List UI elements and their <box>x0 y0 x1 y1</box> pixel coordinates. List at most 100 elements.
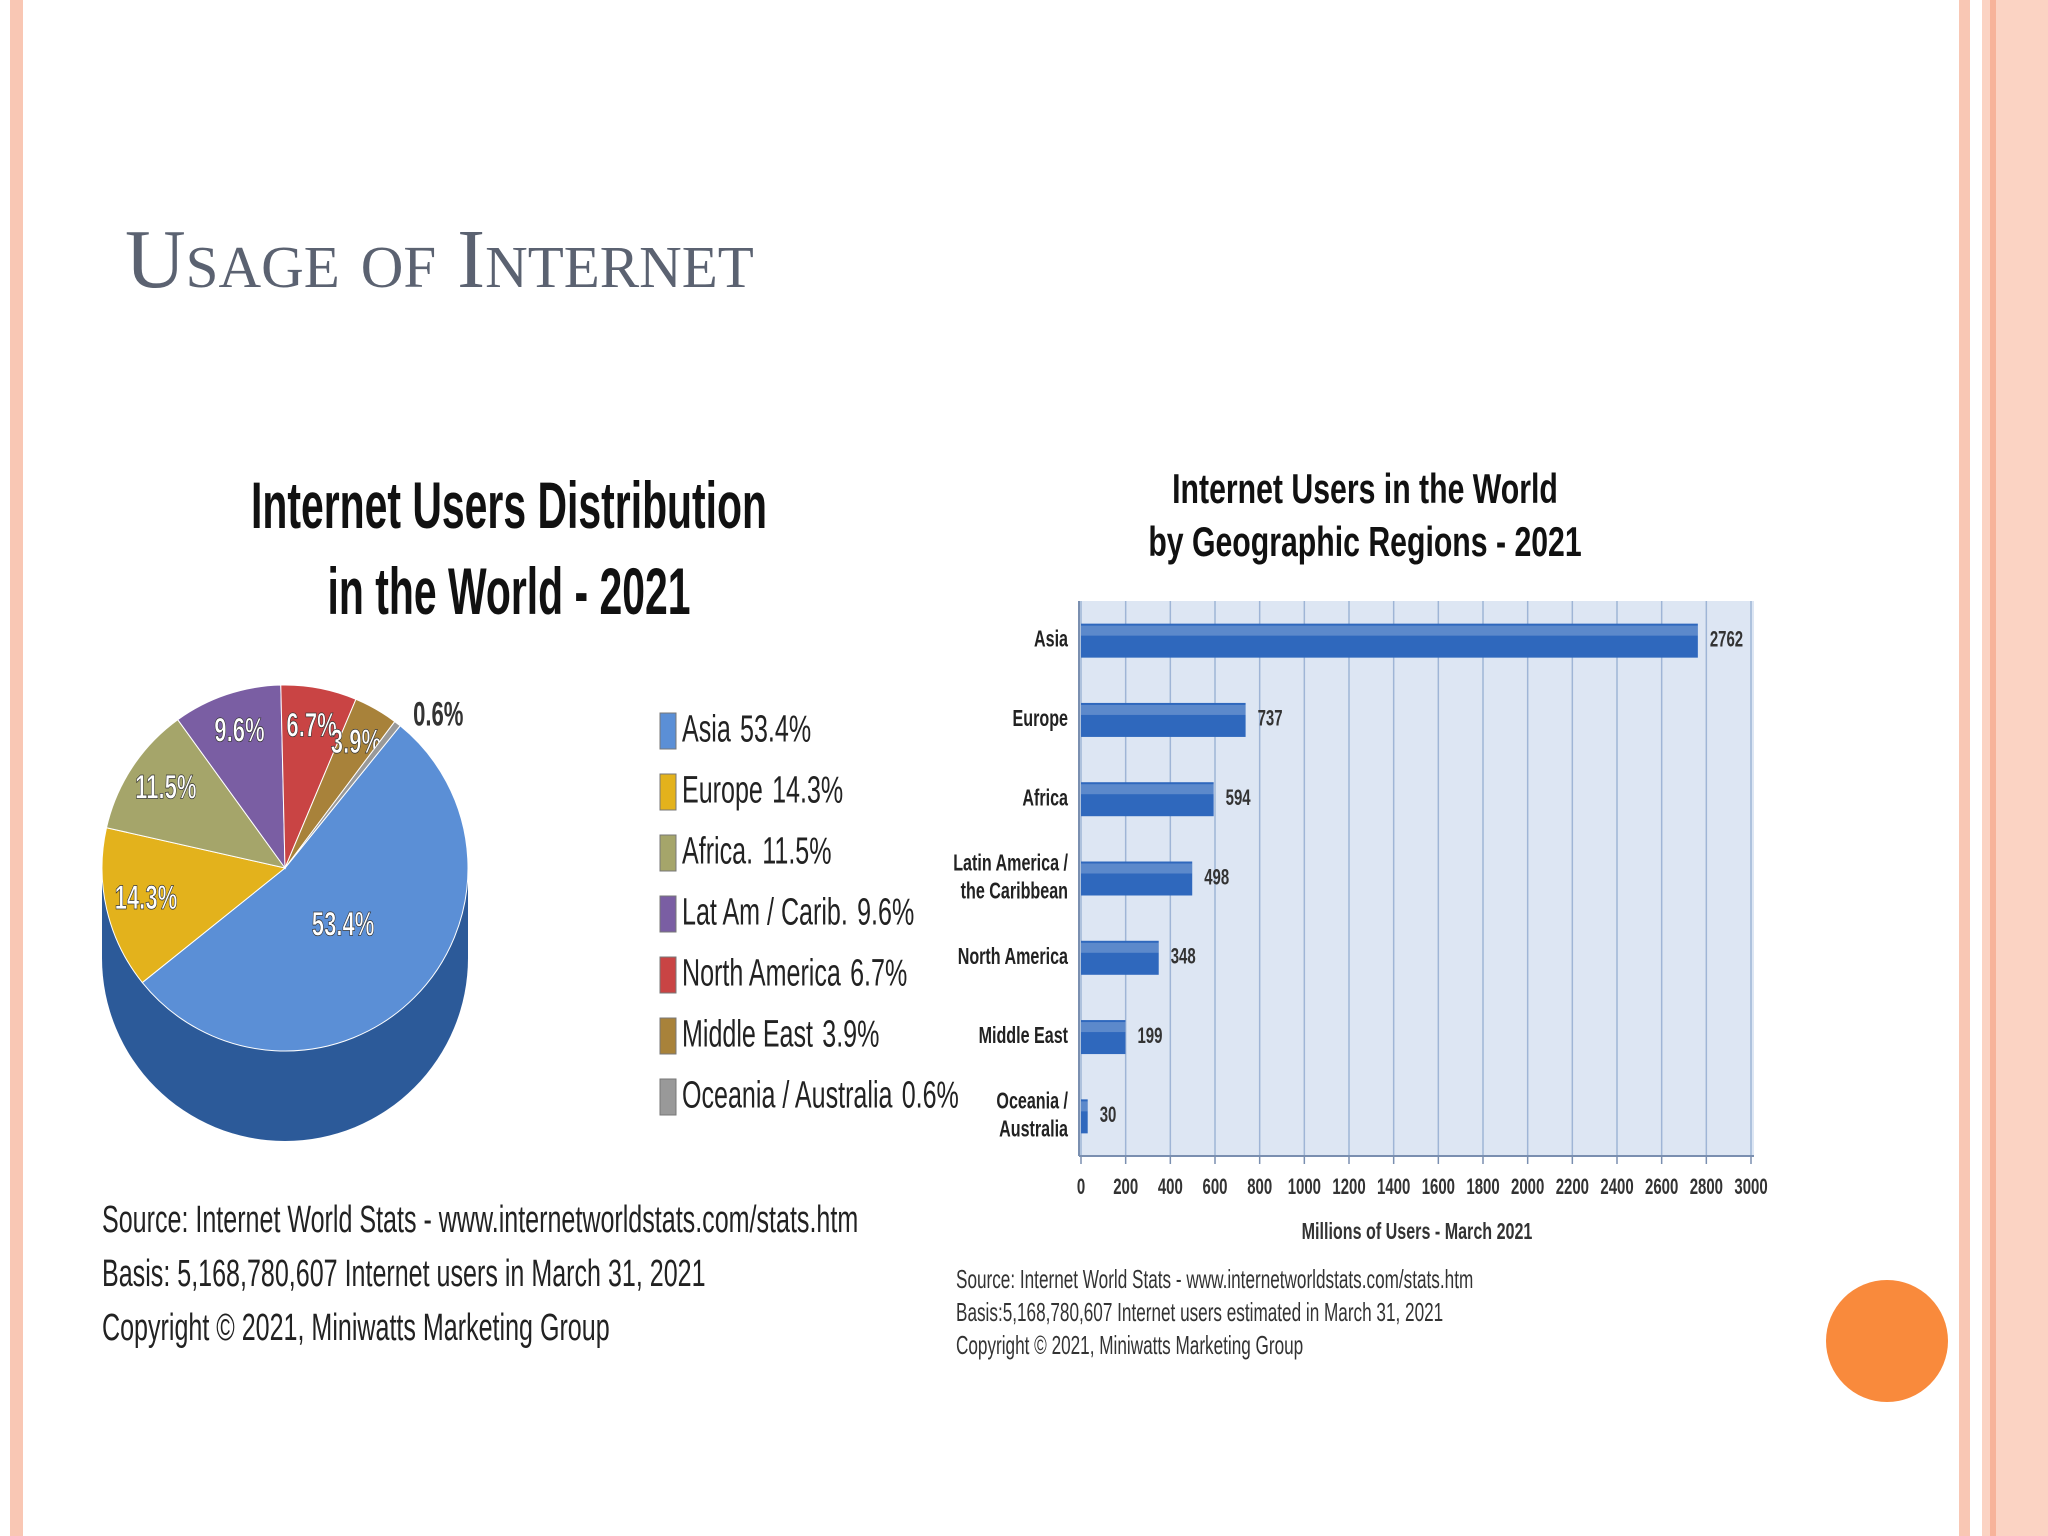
legend-swatch <box>659 834 677 872</box>
x-tick-label: 2400 <box>1600 1174 1633 1199</box>
legend-value: 3.9% <box>822 1012 879 1054</box>
x-tick-label: 1400 <box>1377 1174 1410 1199</box>
bar-highlight <box>1081 784 1214 795</box>
legend-value: 6.7% <box>850 951 907 993</box>
legend-name: Europe <box>682 768 763 810</box>
value-label: 199 <box>1137 1023 1162 1048</box>
legend-value: 11.5% <box>762 829 831 871</box>
legend-label: Lat Am / Carib. 9.6% <box>682 890 914 932</box>
chart-title: Internet Users in the World <box>1172 465 1558 512</box>
source-note: Copyright © 2021, Miniwatts Marketing Gr… <box>956 1330 1303 1360</box>
pie-slice <box>141 725 469 1052</box>
legend-name: Lat Am / Carib. <box>682 890 848 932</box>
source-note: Basis:5,168,780,607 Internet users estim… <box>956 1297 1443 1327</box>
legend-swatch <box>659 1017 677 1055</box>
pie-label: 9.6% <box>214 712 264 750</box>
decor-circle <box>1826 1280 1948 1402</box>
y-tick-label: Middle East <box>979 1023 1069 1048</box>
legend-swatch <box>659 956 677 994</box>
legend-label: North America 6.7% <box>682 951 907 993</box>
border-strip <box>1990 0 1996 1536</box>
legend-swatch <box>659 895 677 933</box>
bar-highlight <box>1081 704 1246 715</box>
bar <box>1081 1099 1088 1134</box>
legend-value: 53.4% <box>740 707 811 749</box>
legend-name: North America <box>682 951 841 993</box>
y-tick-label: Australia <box>999 1117 1069 1142</box>
chart-title: by Geographic Regions - 2021 <box>1148 518 1581 565</box>
legend-value: 9.6% <box>857 890 914 932</box>
legend-swatch <box>659 712 677 750</box>
x-axis-label: Millions of Users - March 2021 <box>1302 1219 1533 1244</box>
value-label: 498 <box>1204 864 1229 889</box>
bar <box>1081 861 1193 896</box>
bar <box>1081 702 1246 737</box>
x-tick-label: 0 <box>1077 1174 1085 1199</box>
value-label: 348 <box>1171 944 1196 969</box>
bar <box>1081 1020 1126 1055</box>
y-tick-label: Oceania / <box>996 1089 1068 1114</box>
pie-label: 6.7% <box>286 707 336 745</box>
x-tick-label: 800 <box>1247 1174 1272 1199</box>
bar-highlight <box>1081 942 1159 953</box>
y-tick-label: Asia <box>1034 627 1069 652</box>
legend-label: Asia 53.4% <box>682 707 811 749</box>
legend-label: Europe 14.3% <box>682 768 843 810</box>
value-label: 737 <box>1258 706 1283 731</box>
source-note: Copyright © 2021, Miniwatts Marketing Gr… <box>102 1306 610 1348</box>
pie-label: 53.4% <box>312 906 375 944</box>
legend-value: 14.3% <box>772 768 843 810</box>
y-tick-label: Latin America / <box>953 851 1068 876</box>
chart-title: Internet Users Distribution <box>251 468 767 543</box>
value-label: 30 <box>1100 1102 1117 1127</box>
pie-slice <box>101 827 287 984</box>
pie-slice <box>284 720 401 869</box>
x-tick-label: 1800 <box>1466 1174 1499 1199</box>
bar-highlight <box>1081 1101 1088 1112</box>
bar-highlight <box>1081 1022 1126 1033</box>
x-tick-label: 200 <box>1113 1174 1138 1199</box>
y-tick-label: Europe <box>1013 706 1068 731</box>
source-note: Source: Internet World Stats - www.inter… <box>102 1198 858 1240</box>
legend-label: Middle East 3.9% <box>682 1012 879 1054</box>
border-strip <box>10 0 23 1536</box>
pie-label: 0.6% <box>413 696 463 734</box>
bar-highlight <box>1081 625 1698 636</box>
legend-swatch <box>659 773 677 811</box>
y-tick-label: North America <box>958 944 1069 969</box>
pie-slice <box>105 719 287 869</box>
legend-swatch <box>659 1078 677 1116</box>
chart-title: in the World - 2021 <box>327 554 690 629</box>
y-tick-label: Africa <box>1022 786 1068 811</box>
x-tick-label: 1000 <box>1288 1174 1321 1199</box>
value-label: 2762 <box>1710 627 1743 652</box>
legend-label: Africa. 11.5% <box>682 829 832 871</box>
slide-title: Usage of Internet <box>125 213 754 306</box>
border-strip <box>1959 0 1970 1536</box>
legend-label: Oceania / Australia 0.6% <box>682 1073 959 1115</box>
legend-name: Asia <box>682 707 731 749</box>
bar <box>1081 782 1214 817</box>
x-tick-label: 2600 <box>1645 1174 1678 1199</box>
source-note: Source: Internet World Stats - www.inter… <box>956 1264 1473 1294</box>
x-tick-label: 1600 <box>1422 1174 1455 1199</box>
bar <box>1081 623 1698 658</box>
x-tick-label: 2200 <box>1556 1174 1589 1199</box>
pie-slice <box>177 684 286 870</box>
value-label: 594 <box>1226 785 1251 810</box>
source-note: Basis: 5,168,780,607 Internet users in M… <box>102 1252 706 1294</box>
legend-name: Oceania / Australia <box>682 1073 893 1115</box>
bar <box>1081 940 1159 975</box>
bar-highlight <box>1081 863 1193 874</box>
y-tick-label: the Caribbean <box>961 879 1068 904</box>
x-tick-label: 3000 <box>1734 1174 1767 1199</box>
legend-name: Middle East <box>682 1012 813 1054</box>
x-tick-label: 2000 <box>1511 1174 1544 1199</box>
x-tick-label: 2800 <box>1690 1174 1723 1199</box>
x-tick-label: 400 <box>1158 1174 1183 1199</box>
legend-value: 0.6% <box>902 1073 959 1115</box>
x-tick-label: 600 <box>1203 1174 1228 1199</box>
legend-name: Africa. <box>682 829 753 871</box>
pie-label: 11.5% <box>135 769 196 807</box>
